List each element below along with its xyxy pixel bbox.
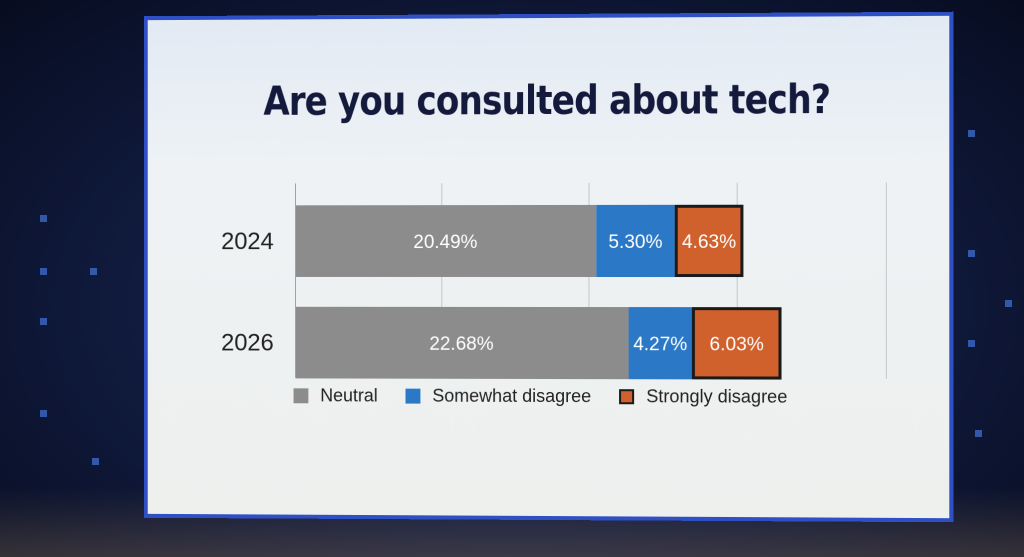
legend-label-somewhat-disagree: Somewhat disagree <box>432 386 591 407</box>
stage-light <box>90 268 97 275</box>
stage-light <box>968 130 975 137</box>
stage-light <box>40 268 47 275</box>
stage-light <box>40 318 47 325</box>
stage-light <box>92 458 99 465</box>
projection-screen: Are you consulted about tech? 2024 20.49%… <box>144 12 954 523</box>
legend-item-somewhat-disagree: Somewhat disagree <box>406 386 592 408</box>
chart-legend: Neutral Somewhat disagree Strongly disag… <box>294 385 788 407</box>
legend-swatch-somewhat-disagree <box>406 389 421 404</box>
data-label: 4.63% <box>682 232 736 253</box>
stage-light <box>40 215 47 222</box>
legend-swatch-neutral <box>294 388 309 403</box>
legend-swatch-strongly-disagree <box>619 389 634 404</box>
data-label: 22.68% <box>429 334 493 355</box>
data-label: 6.03% <box>710 334 764 355</box>
stage-light <box>968 250 975 257</box>
data-label: 20.49% <box>413 232 477 253</box>
stage-light <box>40 410 47 417</box>
legend-label-neutral: Neutral <box>320 385 378 406</box>
category-label: 2024 <box>221 228 274 255</box>
stage-light <box>1005 300 1012 307</box>
legend-item-strongly-disagree: Strongly disagree <box>619 386 787 408</box>
category-label: 2026 <box>221 329 274 356</box>
bar-chart: 2024 20.49% 5.30% 4.63% 2026 22.68% 4.27% 6.03% <box>148 16 950 518</box>
legend-label-strongly-disagree: Strongly disagree <box>646 386 787 407</box>
data-label: 4.27% <box>633 334 687 355</box>
data-label: 5.30% <box>608 232 662 253</box>
stage-light <box>975 430 982 437</box>
legend-item-neutral: Neutral <box>294 385 378 406</box>
stage-light <box>968 340 975 347</box>
